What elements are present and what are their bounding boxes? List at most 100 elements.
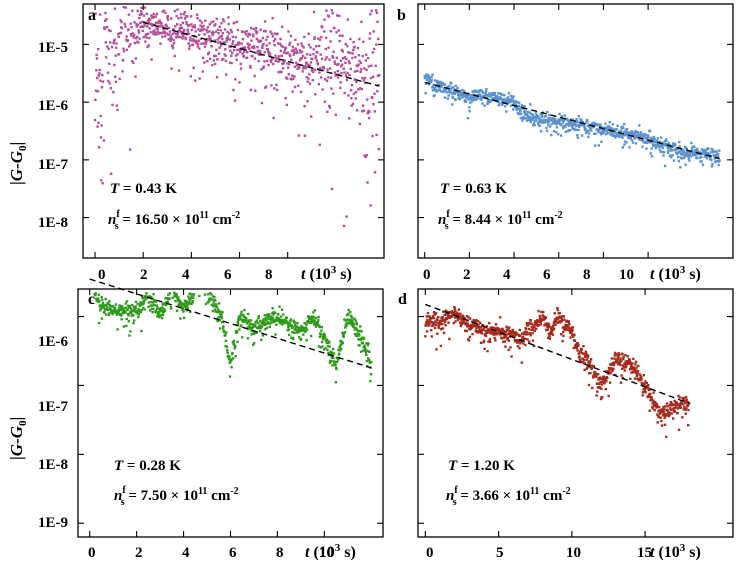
data-point: [564, 328, 567, 332]
data-point: [171, 296, 174, 299]
data-point: [450, 315, 454, 318]
xtick-label: 2: [140, 267, 148, 283]
data-point: [611, 123, 615, 126]
data-point: [506, 332, 510, 336]
data-point: [328, 340, 331, 343]
data-point: [361, 349, 365, 352]
data-point: [349, 310, 352, 314]
data-point: [430, 335, 433, 338]
data-point: [233, 44, 236, 48]
data-point: [209, 37, 212, 40]
data-point: [587, 383, 591, 387]
data-point: [186, 30, 190, 34]
data-point: [562, 330, 565, 334]
data-point: [528, 332, 532, 335]
data-point: [717, 155, 720, 159]
data-point: [147, 20, 150, 24]
data-point: [659, 416, 662, 419]
data-point: [199, 24, 202, 27]
data-point: [469, 101, 472, 104]
data-point: [636, 371, 639, 374]
data-point: [607, 125, 610, 128]
data-point: [308, 73, 311, 76]
data-point: [507, 339, 511, 342]
xtick-label: 4: [182, 267, 190, 283]
data-point: [322, 69, 325, 72]
data-point: [498, 97, 502, 101]
data-point: [643, 141, 647, 144]
data-point: [283, 51, 286, 54]
data-point: [564, 130, 567, 133]
data-point: [300, 325, 304, 328]
data-point: [613, 131, 617, 134]
data-point: [176, 23, 179, 26]
data-point: [678, 140, 681, 144]
data-point: [249, 88, 253, 92]
data-point: [262, 318, 266, 321]
data-point: [262, 42, 265, 46]
data-point: [570, 122, 574, 125]
data-point: [292, 53, 296, 56]
data-point: [508, 332, 511, 335]
data-point: [202, 27, 206, 31]
data-point: [546, 110, 549, 114]
data-point: [551, 333, 555, 336]
data-point: [113, 38, 116, 41]
data-point: [104, 308, 107, 311]
data-point: [575, 118, 578, 121]
data-point: [576, 134, 579, 137]
data-point: [293, 65, 296, 68]
data-point: [473, 324, 477, 327]
data-point: [517, 101, 521, 104]
data-point: [200, 28, 203, 31]
data-point: [437, 86, 441, 89]
data-point: [155, 311, 158, 314]
data-point: [503, 94, 506, 97]
data-point: [711, 162, 714, 166]
data-point: [375, 133, 378, 137]
ytick-label: 1E-7: [38, 157, 69, 173]
data-point: [238, 50, 242, 54]
data-point: [583, 125, 586, 128]
data-point: [120, 304, 124, 308]
data-point: [231, 42, 234, 45]
data-point: [348, 51, 352, 55]
data-point: [664, 413, 668, 416]
data-point: [688, 152, 692, 155]
data-point: [246, 337, 250, 340]
data-point: [634, 142, 638, 145]
data-point: [361, 104, 365, 107]
data-point: [192, 38, 195, 41]
data-point: [351, 52, 354, 55]
data-point: [161, 306, 164, 309]
data-point: [176, 8, 179, 11]
data-point: [189, 15, 193, 18]
data-point: [216, 319, 219, 323]
data-point: [357, 63, 360, 66]
data-point: [179, 23, 182, 27]
data-point: [188, 292, 191, 295]
data-point: [126, 308, 129, 311]
data-point: [117, 310, 121, 313]
data-point: [511, 99, 515, 102]
data-point: [204, 19, 207, 22]
data-point: [210, 293, 213, 296]
data-point: [251, 46, 254, 49]
data-point: [341, 34, 344, 37]
data-point: [166, 18, 170, 21]
data-point: [250, 39, 253, 42]
data-point: [270, 321, 273, 324]
data-point: [628, 146, 631, 149]
data-point: [99, 308, 102, 312]
data-point: [174, 25, 177, 28]
data-point: [223, 28, 227, 31]
data-point: [369, 12, 372, 16]
data-point: [255, 37, 259, 41]
data-point: [359, 337, 363, 341]
data-point: [693, 151, 697, 154]
data-point: [364, 155, 367, 159]
data-point: [320, 329, 323, 332]
xtick-label: 5: [496, 545, 504, 561]
data-point: [671, 403, 675, 407]
data-point: [643, 389, 646, 393]
